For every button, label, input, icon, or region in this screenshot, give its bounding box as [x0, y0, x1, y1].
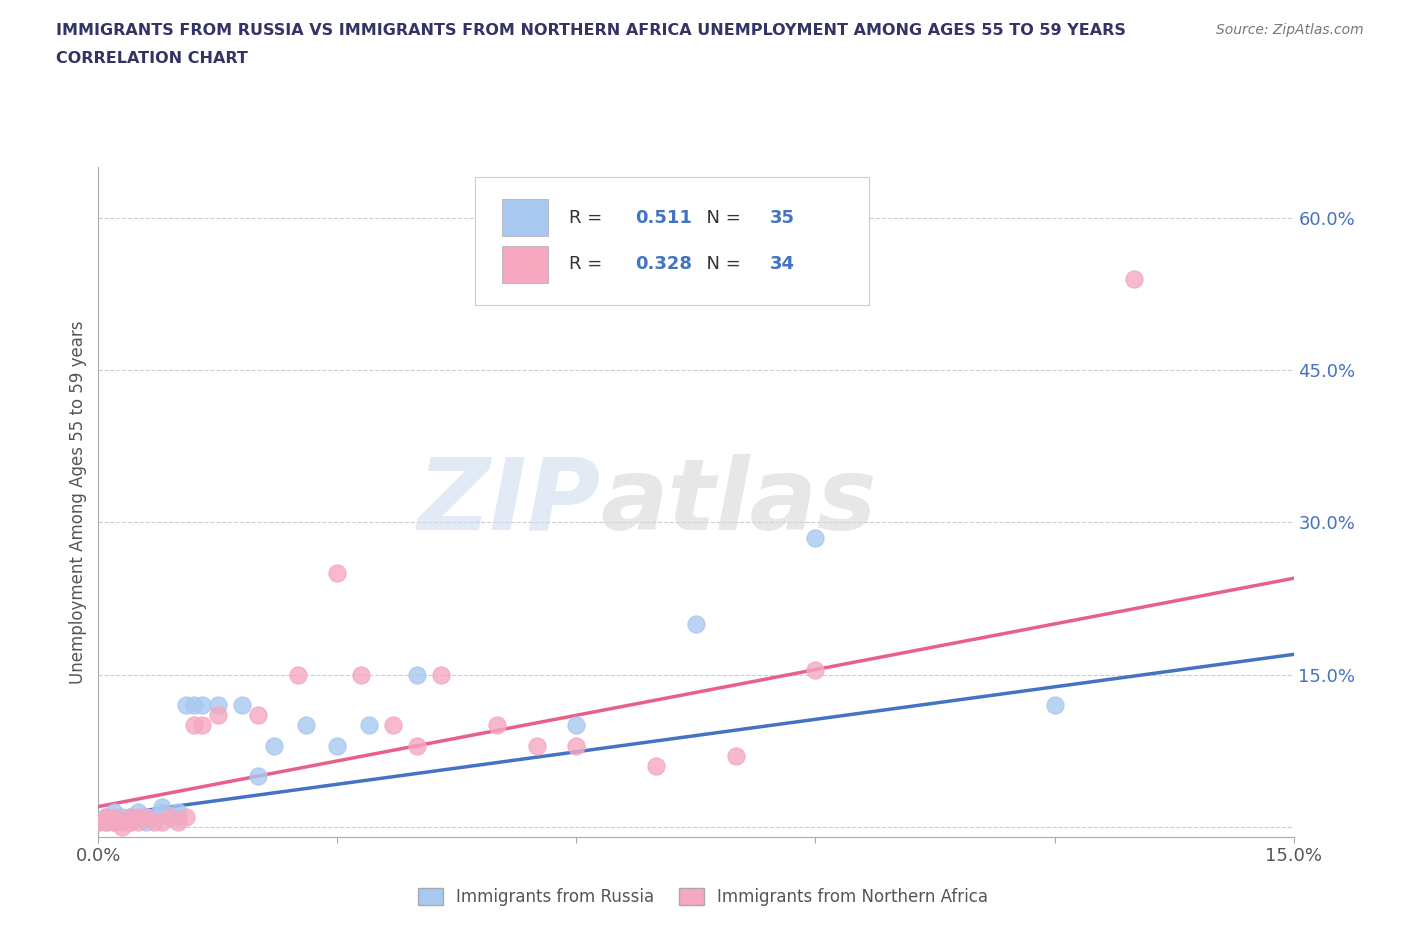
Point [103, 815, 125, 830]
Point [135, 809, 157, 824]
Text: 35: 35 [770, 208, 794, 227]
Point [127, 809, 149, 824]
Point [685, 617, 707, 631]
Point [485, 718, 508, 733]
Point [135, 809, 157, 824]
Point [565, 718, 588, 733]
Text: N =: N = [695, 208, 752, 227]
FancyBboxPatch shape [502, 246, 548, 283]
Y-axis label: Unemployment Among Ages 55 to 59 years: Unemployment Among Ages 55 to 59 years [69, 321, 87, 684]
Point [127, 804, 149, 819]
Point [120, 809, 142, 824]
Point [191, 698, 214, 712]
Point [645, 759, 668, 774]
Point [183, 718, 205, 733]
Point [143, 809, 166, 824]
Point [96, 815, 118, 830]
Point [111, 815, 134, 830]
Point [359, 718, 381, 733]
Point [246, 769, 269, 784]
Text: R =: R = [569, 256, 614, 273]
Text: IMMIGRANTS FROM RUSSIA VS IMMIGRANTS FROM NORTHERN AFRICA UNEMPLOYMENT AMONG AGE: IMMIGRANTS FROM RUSSIA VS IMMIGRANTS FRO… [56, 23, 1126, 38]
Point [263, 738, 285, 753]
Point [804, 662, 827, 677]
Point [127, 815, 149, 830]
Point [87, 815, 110, 830]
Point [565, 738, 588, 753]
Point [1123, 272, 1146, 286]
Point [103, 809, 125, 824]
Point [174, 698, 197, 712]
Point [804, 530, 827, 545]
Point [430, 667, 453, 682]
Point [96, 809, 118, 824]
Point [150, 815, 173, 830]
Point [143, 815, 166, 830]
Text: CORRELATION CHART: CORRELATION CHART [56, 51, 247, 66]
Point [167, 815, 190, 830]
Point [294, 718, 316, 733]
Point [174, 809, 197, 824]
Text: N =: N = [695, 256, 752, 273]
Point [526, 738, 548, 753]
Point [111, 815, 134, 830]
Point [87, 815, 110, 830]
Point [150, 799, 173, 814]
Text: R =: R = [569, 208, 614, 227]
Point [231, 698, 253, 712]
FancyBboxPatch shape [475, 178, 869, 305]
Point [103, 804, 125, 819]
Text: 0.328: 0.328 [636, 256, 692, 273]
Point [120, 809, 142, 824]
Point [96, 809, 118, 824]
Point [167, 804, 190, 819]
Point [111, 809, 134, 824]
Point [143, 809, 166, 824]
Text: Source: ZipAtlas.com: Source: ZipAtlas.com [1216, 23, 1364, 37]
Point [382, 718, 405, 733]
Point [406, 667, 429, 682]
Point [135, 815, 157, 830]
Point [350, 667, 373, 682]
Point [159, 809, 181, 824]
Point [96, 815, 118, 830]
Point [159, 809, 181, 824]
Point [191, 718, 214, 733]
Point [120, 815, 142, 830]
Text: 34: 34 [770, 256, 794, 273]
Point [207, 698, 229, 712]
Text: ZIP: ZIP [418, 454, 600, 551]
Legend: Immigrants from Russia, Immigrants from Northern Africa: Immigrants from Russia, Immigrants from … [411, 881, 995, 912]
Point [326, 738, 349, 753]
Text: atlas: atlas [600, 454, 877, 551]
Point [724, 749, 747, 764]
Point [120, 815, 142, 830]
Point [246, 708, 269, 723]
Point [207, 708, 229, 723]
Point [1043, 698, 1066, 712]
Point [127, 809, 149, 824]
Point [287, 667, 309, 682]
Point [167, 809, 190, 824]
Point [150, 804, 173, 819]
Point [406, 738, 429, 753]
Point [183, 698, 205, 712]
Text: 0.511: 0.511 [636, 208, 692, 227]
FancyBboxPatch shape [502, 199, 548, 236]
Point [326, 565, 349, 580]
Point [111, 819, 134, 834]
Point [103, 815, 125, 830]
